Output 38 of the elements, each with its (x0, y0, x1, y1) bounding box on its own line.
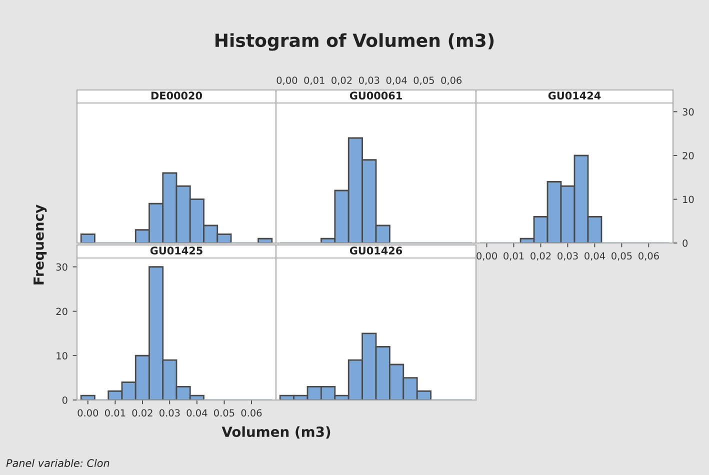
x-tick-label: 0,03 (558, 252, 578, 261)
text: Histogram of Volumen (m3) (216, 33, 494, 51)
x-tick-label: 0,01 (304, 76, 324, 85)
chart-title: GU01426 (350, 246, 402, 255)
x-tick-label: 0,00 (276, 76, 298, 85)
x-tick-label: 0,06 (638, 252, 659, 261)
x-tick-label: 0,04 (386, 76, 407, 85)
y-tick-label: 10 (683, 196, 694, 204)
x-tick-label: 0,03 (358, 76, 380, 85)
x-tick-label: 0,04 (584, 252, 606, 261)
x-tick-label: 0,00 (476, 252, 497, 261)
y-tick-label: 30 (682, 108, 694, 116)
chart-title: GU00061 (350, 92, 402, 100)
chart-title: GU01424 (548, 92, 601, 100)
x-tick-label: 0.04 (186, 409, 208, 417)
y-tick-label: 0 (682, 239, 688, 247)
x-tick-label: 0,06 (441, 76, 462, 85)
x-tick-label: 0.03 (160, 409, 180, 417)
x-tick-label: 0,01 (504, 252, 524, 261)
x-axis-title: Volumen (m3) (222, 426, 330, 439)
y-tick-label: 20 (682, 152, 694, 160)
y-tick-label: 20 (56, 308, 68, 316)
text: Panel variable: Clon (6, 458, 110, 468)
x-tick-label: 0.06 (241, 409, 262, 417)
x-tick-label: 0,02 (530, 252, 551, 261)
y-tick-label: 30 (56, 263, 68, 271)
chart-title: GU01425 (150, 246, 202, 255)
x-tick-label: 0,05 (414, 76, 434, 85)
x-tick-label: 0.05 (214, 409, 234, 417)
y-tick-label: 10 (56, 352, 68, 360)
chart-subtitle: DE00020 (151, 92, 202, 100)
y-tick-label: 0 (62, 396, 68, 404)
x-tick-label: 0,02 (332, 76, 352, 85)
x-tick-label: 0.02 (132, 409, 152, 417)
x-tick-label: 0.00 (78, 409, 98, 417)
y-axis-title: Frequency (34, 204, 47, 284)
x-tick-label: 0,05 (612, 252, 632, 261)
x-tick-label: 0.01 (104, 409, 126, 417)
